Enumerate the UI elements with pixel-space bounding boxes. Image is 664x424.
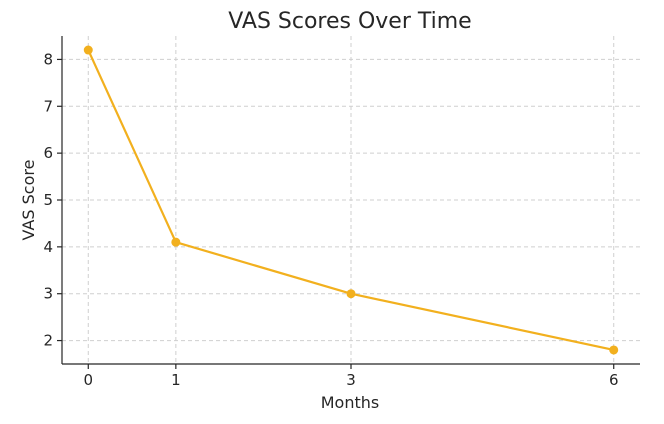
x-tick-label: 3	[346, 371, 356, 389]
y-tick-label: 7	[43, 97, 53, 115]
data-point	[171, 237, 181, 247]
y-tick-label: 3	[43, 285, 53, 303]
x-axis-label: Months	[321, 393, 379, 412]
data-point	[609, 345, 619, 355]
series-line	[87, 49, 614, 352]
y-tick-label: 2	[43, 332, 53, 350]
data-point	[346, 289, 356, 299]
chart-title: VAS Scores Over Time	[228, 9, 471, 34]
y-tick-label: 6	[43, 144, 53, 162]
x-tick-label: 0	[83, 371, 93, 389]
y-axis-label: VAS Score	[19, 160, 38, 241]
x-tick-label: 1	[171, 371, 181, 389]
x-tick-label: 6	[609, 371, 619, 389]
y-tick-label: 5	[43, 191, 53, 209]
grid	[62, 36, 640, 364]
data-point	[83, 45, 93, 55]
ticks: 0 1 3 6 2 3 4 5 6 7 8	[43, 50, 618, 389]
series	[83, 45, 619, 355]
y-tick-label: 4	[43, 238, 53, 256]
y-tick-label: 8	[43, 50, 53, 68]
